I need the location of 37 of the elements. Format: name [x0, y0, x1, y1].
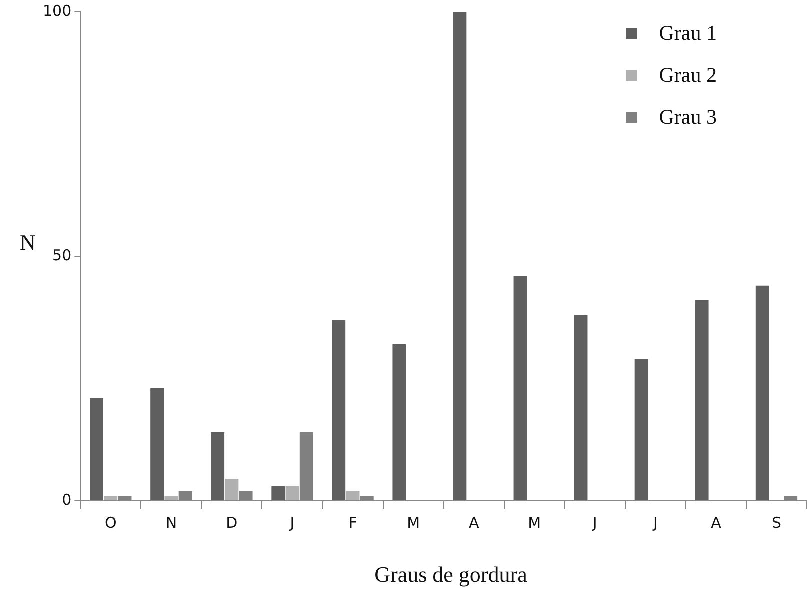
y-tick-label: 100	[42, 2, 72, 20]
bar	[90, 398, 104, 500]
y-tick-label: 0	[62, 490, 72, 509]
legend-label: Grau 2	[659, 62, 717, 88]
y-tick-label: 50	[52, 246, 72, 264]
x-tick-label: M	[528, 514, 542, 532]
y-axis-title: N	[20, 230, 36, 256]
x-tick-label: J	[652, 514, 658, 532]
bar	[164, 496, 178, 500]
x-tick-label: J	[289, 514, 295, 532]
bar	[634, 359, 648, 500]
bar	[104, 496, 118, 500]
bar	[453, 12, 467, 500]
x-tick-label: M	[407, 514, 420, 532]
bar	[346, 491, 360, 500]
bar	[225, 478, 239, 500]
bar	[514, 276, 528, 500]
legend-label: Grau 1	[659, 20, 717, 46]
x-tick-label: A	[468, 514, 480, 532]
x-tick-label: A	[711, 514, 722, 532]
x-tick-label: O	[104, 514, 117, 532]
x-tick-label: N	[166, 514, 178, 532]
bar	[150, 388, 164, 500]
legend-label: Grau 3	[659, 104, 717, 130]
bar	[756, 286, 770, 500]
bar	[574, 315, 588, 500]
bar	[695, 300, 709, 500]
bar	[332, 320, 346, 500]
x-tick-label: D	[226, 514, 238, 532]
bar	[272, 486, 286, 500]
bar	[286, 486, 300, 500]
bar	[211, 432, 225, 500]
x-tick-label: F	[348, 514, 358, 532]
x-tick-label: S	[772, 514, 782, 532]
bar	[392, 344, 406, 500]
x-tick-label: J	[592, 514, 598, 532]
x-axis-title: Graus de gordura	[374, 562, 528, 588]
